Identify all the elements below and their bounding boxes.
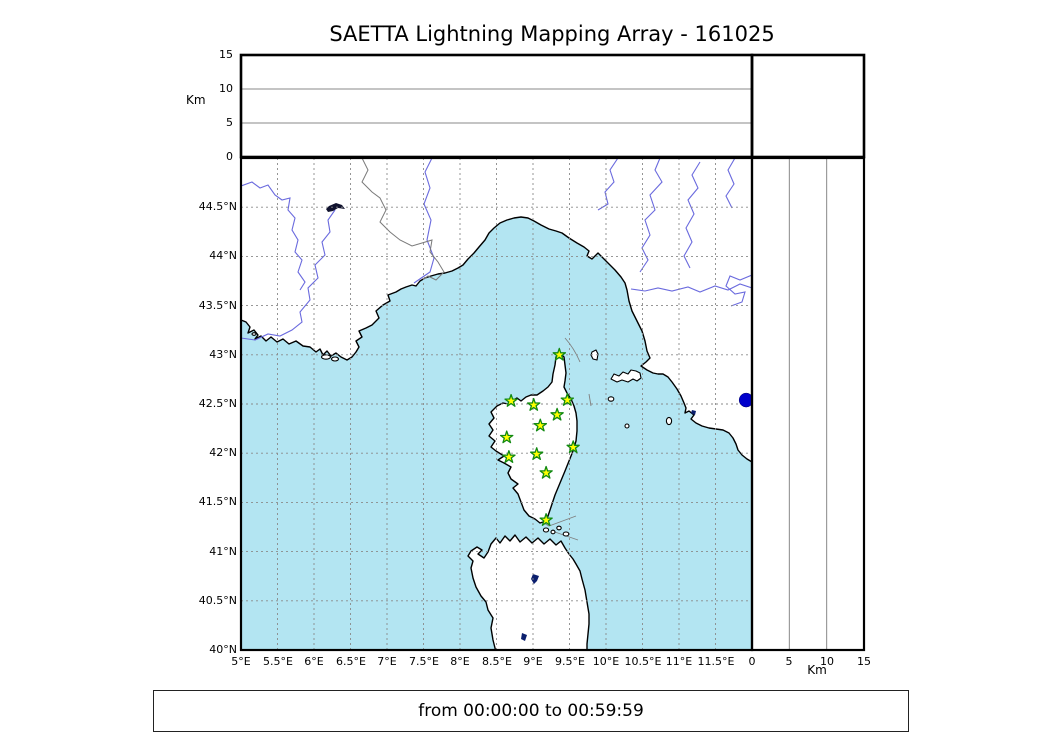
lon-tick-label: 7°E	[377, 655, 397, 668]
lake-coghinas	[531, 574, 539, 584]
station-marker	[533, 418, 548, 432]
altitude-lon-panel	[241, 55, 752, 157]
alt-left-tick-label: 15	[219, 48, 233, 61]
corner-panel	[752, 55, 864, 157]
station-markers	[499, 347, 580, 526]
station-marker	[526, 397, 541, 411]
lat-tick-label: 43°N	[209, 348, 237, 361]
hyeres-islet-2	[330, 356, 340, 362]
lat-tick-label: 43.5°N	[198, 299, 237, 312]
lat-tick-label: 44.5°N	[198, 200, 237, 213]
lat-tick-label: 40.5°N	[198, 594, 237, 607]
lat-tick-label: 41°N	[209, 545, 237, 558]
lon-tick-label: 5.5°E	[263, 655, 293, 668]
station-marker	[529, 447, 544, 461]
country-border	[361, 158, 445, 281]
station-marker	[539, 513, 553, 526]
hyeres-islet-1	[320, 354, 332, 360]
lat-tick-label: 40°N	[209, 643, 237, 656]
station-marker	[566, 440, 580, 454]
lon-tick-label: 10.5°E	[624, 655, 662, 668]
time-range-box: from 00:00:00 to 00:59:59	[153, 690, 909, 732]
giglio-island	[665, 416, 673, 426]
page-title: SAETTA Lightning Mapping Array - 161025	[329, 22, 775, 46]
lon-tick-label: 8°E	[450, 655, 470, 668]
station-marker	[552, 347, 567, 361]
altitude-lon-gridlines	[241, 88, 752, 124]
station-marker	[550, 407, 564, 421]
map-gridlines	[241, 158, 752, 650]
lake-serre-poncon	[326, 203, 345, 212]
montecristo-island	[624, 423, 630, 429]
alt-bottom-tick-label: 5	[785, 655, 793, 668]
lake-sardinia-2	[521, 633, 527, 641]
altitude-axis-label-left: Km	[186, 93, 206, 107]
station-marker	[502, 450, 516, 463]
lon-tick-label: 9°E	[523, 655, 543, 668]
lon-tick-label: 10°E	[592, 655, 620, 668]
station-marker	[499, 430, 514, 444]
pianosa-island	[607, 396, 615, 402]
maddalena-islet-1	[542, 527, 550, 533]
lon-tick-label: 11°E	[665, 655, 693, 668]
lakes	[326, 203, 696, 641]
lightning-sources	[738, 392, 752, 408]
panel-frames	[239, 53, 866, 652]
orbetello-lagoon	[691, 410, 696, 415]
altitude-lat-gridlines	[788, 158, 828, 650]
altitude-axis-label-bottom: Km	[807, 663, 827, 677]
alt-left-tick-label: 10	[219, 82, 233, 95]
lon-tick-label: 7.5°E	[409, 655, 439, 668]
maddalena-islet-4	[562, 531, 570, 537]
small-islands	[251, 332, 673, 537]
sardinia-coastline	[467, 534, 590, 650]
lon-tick-label: 8.5°E	[482, 655, 512, 668]
maddalena-islet-3	[556, 525, 562, 531]
alt-left-tick-label: 0	[226, 150, 233, 163]
lon-tick-label: 6°E	[304, 655, 324, 668]
alt-left-tick-label: 5	[226, 116, 233, 129]
lat-tick-label: 44°N	[209, 249, 237, 262]
alt-bottom-tick-label: 0	[748, 655, 756, 668]
station-marker	[539, 465, 553, 479]
time-range-text: from 00:00:00 to 00:59:59	[418, 701, 644, 721]
lma-figure	[239, 53, 866, 652]
station-marker	[560, 393, 575, 406]
station-marker	[504, 393, 518, 407]
lon-tick-label: 6.5°E	[336, 655, 366, 668]
lat-tick-label: 41.5°N	[198, 495, 237, 508]
alt-bottom-tick-label: 15	[857, 655, 871, 668]
lightning-source-dot	[738, 392, 752, 408]
lon-tick-label: 9.5°E	[555, 655, 585, 668]
lon-tick-label: 5°E	[231, 655, 251, 668]
lat-tick-label: 42.5°N	[198, 397, 237, 410]
france-italy-coastline	[241, 158, 752, 463]
lon-tick-label: 11.5°E	[697, 655, 735, 668]
maddalena-islet-2	[550, 529, 556, 535]
elba-island	[610, 369, 642, 383]
lat-tick-label: 42°N	[209, 446, 237, 459]
marseille-islet	[251, 332, 257, 336]
alt-bottom-tick-label: 10	[820, 655, 834, 668]
altitude-lat-panel	[752, 158, 864, 650]
